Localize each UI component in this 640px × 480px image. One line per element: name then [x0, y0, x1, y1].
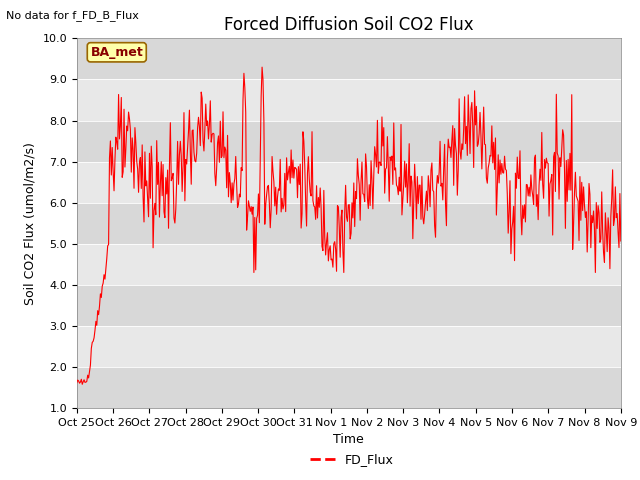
Text: BA_met: BA_met — [90, 46, 143, 59]
Bar — [77, 326, 621, 367]
Bar — [77, 162, 621, 203]
Bar — [77, 244, 621, 285]
Title: Forced Diffusion Soil CO2 Flux: Forced Diffusion Soil CO2 Flux — [224, 16, 474, 34]
Bar — [77, 367, 621, 408]
Text: No data for f_FD_B_Flux: No data for f_FD_B_Flux — [6, 10, 140, 21]
Legend: FD_Flux: FD_Flux — [305, 448, 399, 471]
Bar — [77, 120, 621, 162]
X-axis label: Time: Time — [333, 433, 364, 446]
Bar — [77, 38, 621, 80]
Bar — [77, 80, 621, 120]
Y-axis label: Soil CO2 Flux (umol/m2/s): Soil CO2 Flux (umol/m2/s) — [24, 142, 37, 305]
Bar — [77, 203, 621, 244]
Bar — [77, 285, 621, 326]
